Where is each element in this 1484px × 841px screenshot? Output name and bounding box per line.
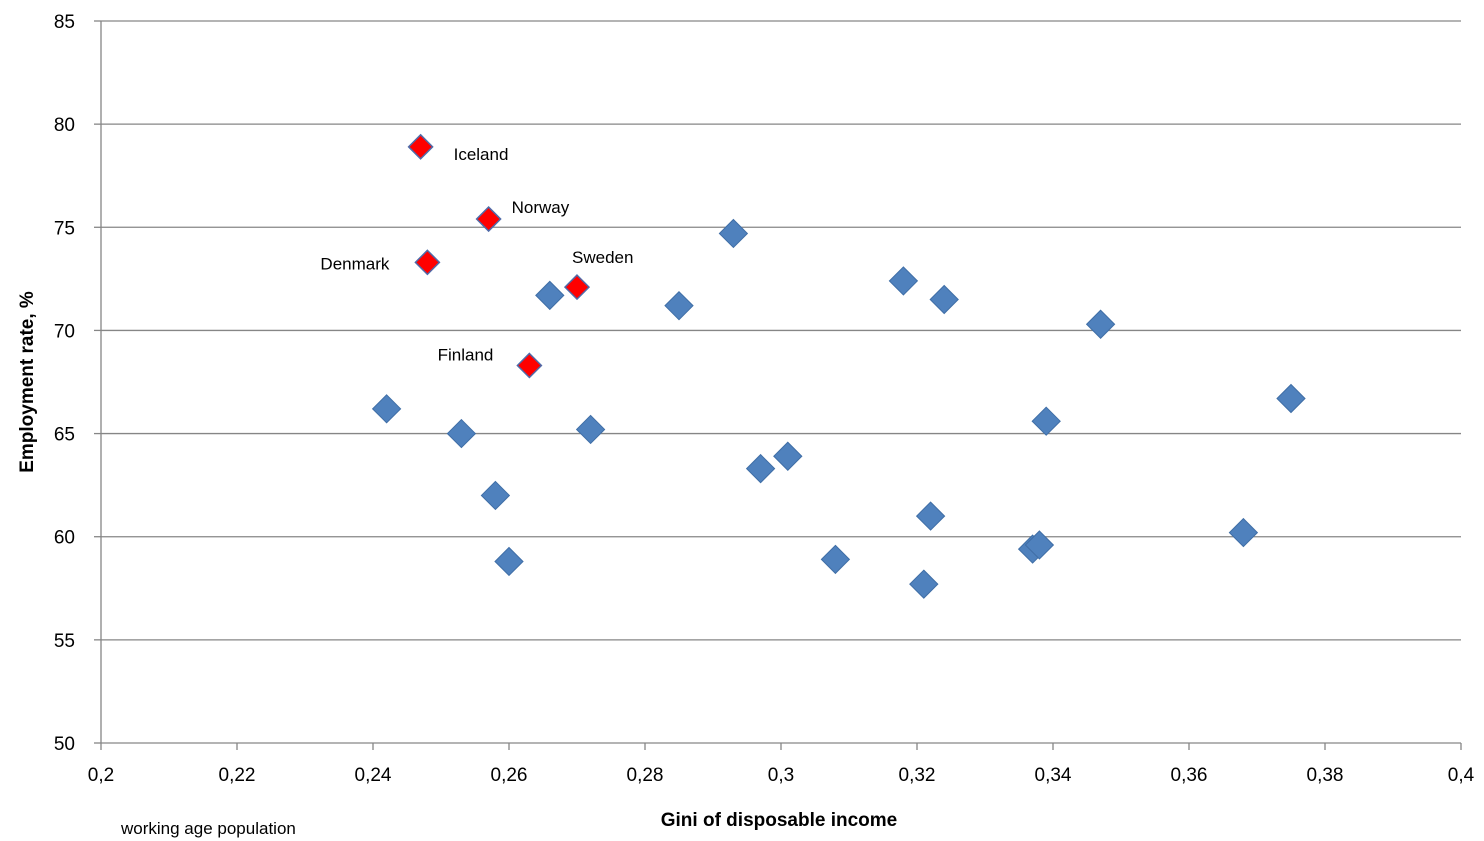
x-tick-label: 0,38 [1307,765,1344,786]
data-point [480,480,511,511]
x-tick-label: 0,32 [899,765,936,786]
tick-labels: 50 55 60 65 70 75 80 85 0,2 0,22 0,24 0,26 0,28 0,3 0,… [54,12,1475,786]
data-point [1024,530,1055,560]
y-tick-label: 85 [54,12,75,33]
point-labels: Iceland Norway Denmark Sweden Finland [320,145,633,365]
data-point [929,284,959,315]
y-tick-label: 80 [54,115,75,136]
data-point [1031,406,1061,436]
x-tick-label: 0,22 [219,765,256,786]
data-point [1085,309,1116,339]
data-point [535,280,565,311]
x-tick-label: 0,4 [1448,765,1475,786]
point-label-iceland: Iceland [454,145,509,164]
axes [94,20,1462,750]
data-point [745,453,776,484]
point-label-finland: Finland [438,345,494,364]
x-tick-label: 0,28 [627,765,664,786]
data-point [446,418,477,449]
data-point-iceland [407,133,434,160]
data-point [773,441,803,471]
x-tick-label: 0,34 [1035,765,1072,786]
data-point [371,394,402,424]
data-points [371,133,1306,599]
data-point [494,546,524,577]
data-point [888,266,919,296]
data-point-sweden [563,274,591,301]
x-axis-title: Gini of disposable income [661,810,897,831]
data-point [718,218,749,249]
point-label-sweden: Sweden [572,248,633,267]
data-point [909,569,939,599]
data-point-finland [516,352,543,379]
y-tick-label: 65 [54,425,75,446]
y-tick-label: 60 [54,528,75,549]
y-tick-label: 55 [54,631,75,652]
x-tick-label: 0,2 [88,765,114,786]
y-tick-label: 50 [54,734,75,755]
x-tick-label: 0,26 [491,765,528,786]
x-tick-label: 0,36 [1171,765,1208,786]
data-point [664,290,694,321]
data-point-denmark [414,249,441,276]
x-tick-label: 0,24 [355,765,392,786]
y-axis-title: Employment rate, % [17,291,38,473]
y-tick-label: 70 [54,321,75,342]
point-label-norway: Norway [512,198,570,217]
data-point [1276,383,1306,414]
data-point [820,544,851,575]
gridlines [101,20,1461,641]
data-point [1228,517,1259,548]
point-label-denmark: Denmark [320,254,389,273]
x-tick-label: 0,3 [768,765,794,786]
data-point [915,501,946,531]
data-point [575,414,606,445]
y-tick-label: 75 [54,218,75,239]
data-point-norway [475,205,502,233]
footnote: working age population [120,819,296,838]
